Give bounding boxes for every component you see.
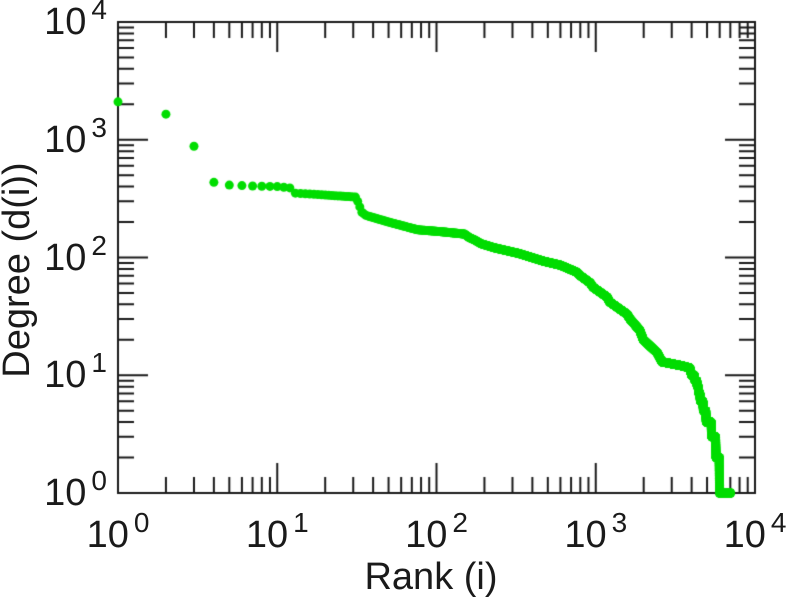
x-tick-base: 10 (723, 514, 766, 556)
y-tick-exponent: 2 (91, 229, 107, 261)
y-tick-label-1000: 10 3 (44, 113, 107, 161)
y-tick-base: 10 (44, 472, 87, 514)
x-tick-exponent: 1 (293, 507, 309, 538)
x-tick-exponent: 0 (133, 507, 150, 538)
x-tick-label-10000: 10 4 (723, 509, 786, 556)
y-tick-exponent: 0 (91, 465, 107, 496)
x-axis-title: Rank (i) (364, 556, 498, 598)
x-tick-exponent: 4 (770, 507, 786, 538)
x-tick-base: 10 (86, 514, 129, 556)
x-tick-exponent: 3 (611, 507, 628, 538)
y-tick-label-10: 10 1 (44, 349, 107, 397)
y-tick-base: 10 (44, 1, 87, 43)
y-tick-label-10000: 10 4 (44, 0, 107, 43)
x-tick-base: 10 (564, 514, 607, 556)
x-tick-label-1: 10 0 (86, 509, 150, 556)
y-tick-base: 10 (44, 118, 87, 161)
y-tick-base: 10 (44, 354, 87, 397)
y-tick-label-1: 10 0 (44, 467, 107, 514)
x-tick-base: 10 (405, 514, 448, 556)
x-tick-exponent: 2 (452, 507, 468, 538)
y-tick-exponent: 1 (91, 347, 107, 379)
y-tick-label-100: 10 2 (44, 231, 107, 279)
y-tick-base: 10 (44, 236, 87, 279)
y-tick-exponent: 4 (91, 0, 107, 25)
x-tick-label-10: 10 1 (245, 509, 309, 556)
y-axis-title: Degree (d(i)) (0, 162, 38, 378)
x-tick-base: 10 (245, 514, 289, 556)
y-tick-exponent: 3 (91, 111, 107, 143)
x-tick-label-100: 10 2 (405, 509, 468, 556)
x-tick-label-1000: 10 3 (564, 509, 627, 556)
